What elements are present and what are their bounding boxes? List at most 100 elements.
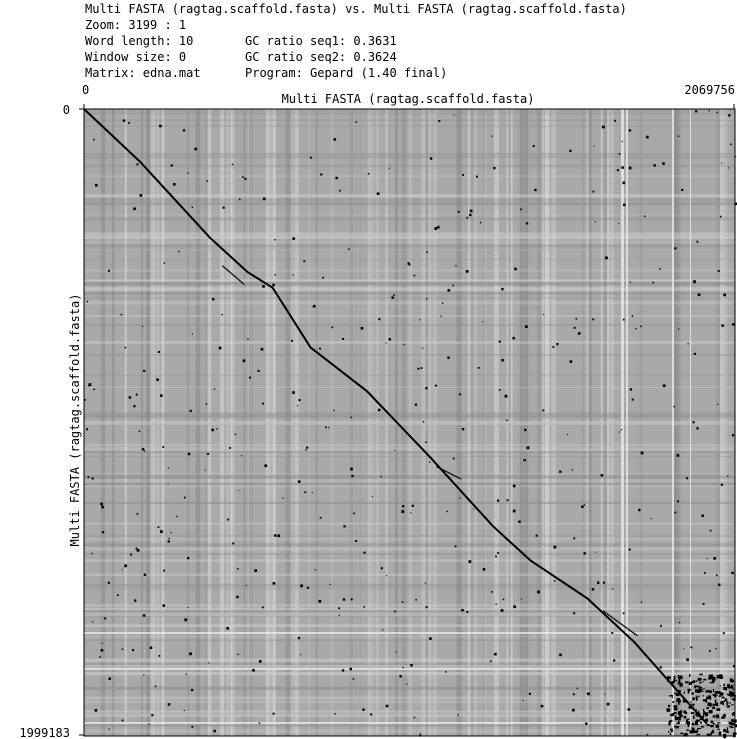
- dense-repeat-dot: [712, 703, 717, 706]
- dense-repeat-dot: [699, 688, 702, 693]
- texture-stripe-horizontal: [84, 573, 735, 575]
- scatter-dot: [167, 703, 171, 706]
- dense-repeat-dot: [692, 715, 695, 719]
- scatter-dot: [695, 110, 698, 113]
- scatter-dot: [136, 512, 139, 515]
- dense-repeat-dot: [683, 715, 687, 719]
- scatter-dot: [272, 582, 276, 585]
- scatter-dot: [189, 409, 192, 412]
- texture-stripe-vertical: [356, 109, 361, 736]
- dense-repeat-dot: [712, 715, 716, 718]
- scatter-dot: [91, 552, 93, 555]
- scatter-dot: [717, 269, 720, 272]
- scatter-dot: [342, 337, 345, 340]
- texture-stripe-vertical: [585, 109, 589, 736]
- scatter-dot: [535, 534, 538, 537]
- scatter-dot: [602, 125, 605, 129]
- scatter-dot: [731, 571, 734, 575]
- scatter-dot: [227, 518, 230, 521]
- scatter-dot: [99, 656, 101, 658]
- scatter-dot: [333, 138, 337, 141]
- scatter-dot: [229, 447, 232, 449]
- scatter-dot: [185, 673, 187, 675]
- dense-repeat-dot: [706, 690, 709, 693]
- texture-stripe-vertical: [506, 109, 509, 736]
- texture-stripe-horizontal: [84, 662, 735, 666]
- dense-repeat-dot: [726, 693, 728, 695]
- scatter-dot: [84, 399, 86, 401]
- scatter-dot: [429, 637, 432, 640]
- texture-stripe-vertical: [588, 109, 592, 736]
- gap-stripe-horizontal: [84, 632, 735, 634]
- scatter-dot: [704, 572, 706, 574]
- scatter-dot: [733, 665, 736, 668]
- scatter-dot: [532, 145, 535, 148]
- scatter-dot: [242, 176, 244, 178]
- texture-stripe-horizontal: [84, 624, 735, 627]
- scatter-dot: [713, 557, 716, 560]
- texture-stripe-horizontal: [84, 323, 735, 327]
- dense-repeat-dot: [728, 685, 733, 689]
- scatter-dot: [587, 692, 590, 696]
- scatter-dot: [501, 288, 504, 291]
- texture-stripe-horizontal: [84, 125, 735, 127]
- scatter-dot: [189, 652, 192, 656]
- dense-repeat-dot: [717, 675, 721, 679]
- scatter-dot: [312, 304, 316, 308]
- texture-stripe-horizontal: [84, 281, 735, 283]
- texture-stripe-horizontal: [84, 614, 735, 617]
- texture-stripe-vertical: [207, 109, 212, 736]
- scatter-dot: [717, 403, 719, 405]
- scatter-dot: [237, 653, 239, 656]
- scatter-dot: [683, 648, 685, 650]
- texture-stripe-vertical: [243, 109, 246, 736]
- scatter-dot: [592, 318, 595, 321]
- texture-stripe-vertical: [584, 109, 586, 736]
- scatter-dot: [497, 552, 500, 554]
- dense-repeat-dot: [675, 693, 680, 696]
- dense-repeat-dot: [673, 711, 677, 714]
- scatter-dot: [141, 447, 145, 451]
- texture-stripe-horizontal: [84, 610, 735, 614]
- scatter-dot: [687, 343, 689, 345]
- dense-repeat-dot: [715, 694, 717, 696]
- texture-stripe-vertical: [484, 109, 487, 736]
- scatter-dot: [206, 180, 209, 182]
- dense-repeat-dot: [721, 716, 725, 719]
- scatter-dot: [506, 419, 508, 422]
- scatter-dot: [498, 340, 501, 343]
- scatter-dot: [351, 474, 354, 478]
- scatter-dot: [497, 499, 500, 502]
- scatter-dot: [623, 203, 626, 207]
- scatter-dot: [328, 427, 330, 429]
- dense-repeat-dot: [731, 704, 734, 706]
- scatter-dot: [612, 588, 614, 590]
- texture-stripe-vertical: [111, 109, 115, 736]
- scatter-dot: [329, 583, 331, 585]
- scatter-dot: [163, 262, 166, 264]
- dense-repeat-dot: [702, 699, 706, 702]
- scatter-dot: [413, 716, 416, 719]
- texture-stripe-horizontal: [84, 485, 735, 488]
- dense-repeat-dot: [702, 708, 705, 712]
- scatter-dot: [121, 719, 124, 722]
- scatter-dot: [138, 430, 141, 432]
- texture-stripe-horizontal: [84, 686, 735, 690]
- scatter-dot: [187, 172, 189, 174]
- scatter-dot: [457, 714, 459, 716]
- dense-repeat-dot: [712, 706, 715, 709]
- dense-repeat-dot: [687, 690, 690, 694]
- scatter-dot: [367, 173, 370, 175]
- scatter-dot: [160, 530, 163, 533]
- scatter-dot: [446, 510, 448, 513]
- dense-repeat-dot: [706, 733, 710, 736]
- texture-stripe-horizontal: [84, 248, 735, 251]
- scatter-dot: [116, 594, 119, 597]
- scatter-dot: [154, 685, 157, 688]
- texture-stripe-horizontal: [84, 484, 735, 486]
- dense-repeat-dot: [731, 684, 734, 689]
- texture-stripe-vertical: [676, 109, 681, 736]
- texture-stripe-horizontal: [84, 482, 735, 485]
- scatter-dot: [124, 346, 127, 349]
- texture-stripe-horizontal: [84, 501, 735, 504]
